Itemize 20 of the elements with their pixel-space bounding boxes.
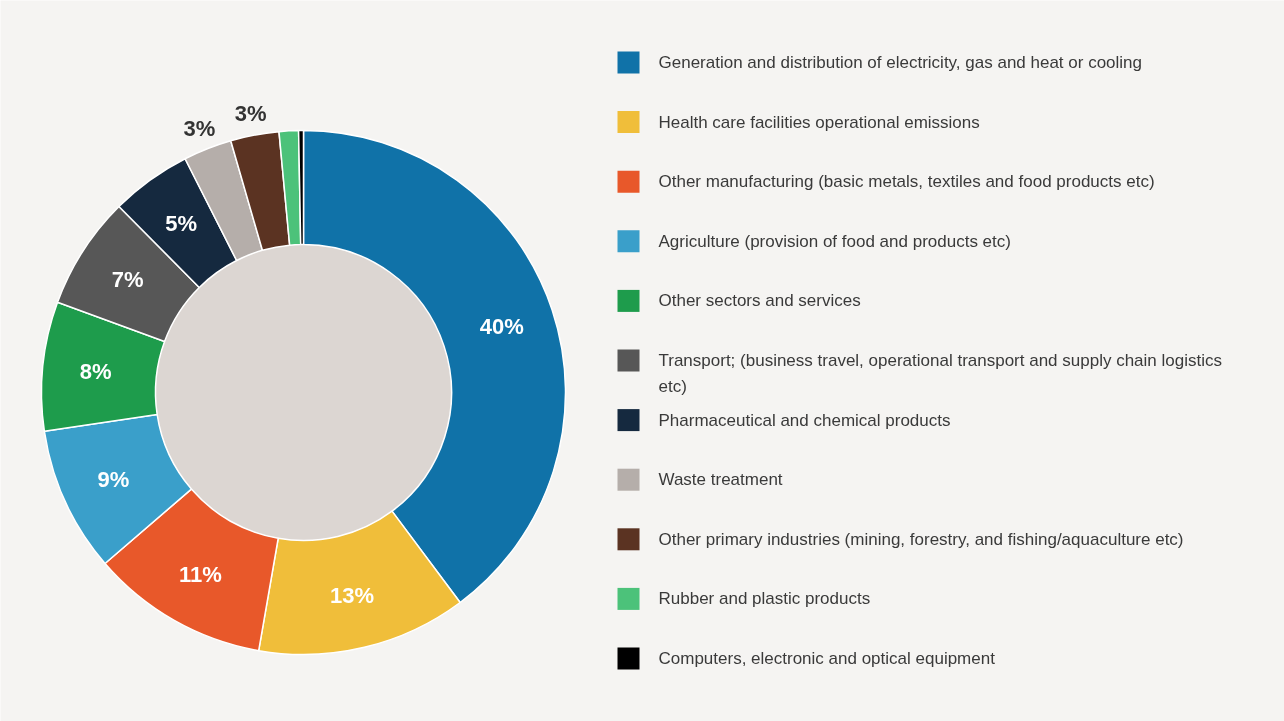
data-label: 8% [79, 358, 112, 384]
legend-label: Rubber and plastic products [658, 589, 871, 609]
data-label: 13% [330, 583, 375, 609]
legend-label: Waste treatment [658, 470, 783, 490]
legend-label: Health care facilities operational emissions [658, 112, 980, 132]
legend-label: Other sectors and services [658, 291, 861, 311]
data-label: 5% [165, 210, 198, 236]
data-label: 3% [183, 115, 216, 141]
data-label: 11% [179, 561, 222, 587]
data-label: 7% [111, 267, 144, 293]
data-label: 40% [479, 314, 524, 340]
data-label: 3% [234, 100, 267, 126]
legend-label: Pharmaceutical and chemical products [658, 410, 951, 430]
legend-label: Computers, electronic and optical equipment [658, 649, 996, 668]
legend-label: Generation and distribution of electricity, gas and heat or cooling [658, 53, 1143, 72]
legend-label: Transport; (business travel, operational transport and supply chain logistics etc) [658, 351, 1222, 396]
legend-label: Other manufacturing (basic metals, textiles and food products etc) [658, 172, 1155, 192]
data-label: 9% [97, 467, 130, 493]
legend-label: Other primary industries (mining, forestry, and fishing/aquaculture etc) [658, 529, 1184, 549]
legend-label: Agriculture (provision of food and products etc) [658, 231, 1011, 251]
